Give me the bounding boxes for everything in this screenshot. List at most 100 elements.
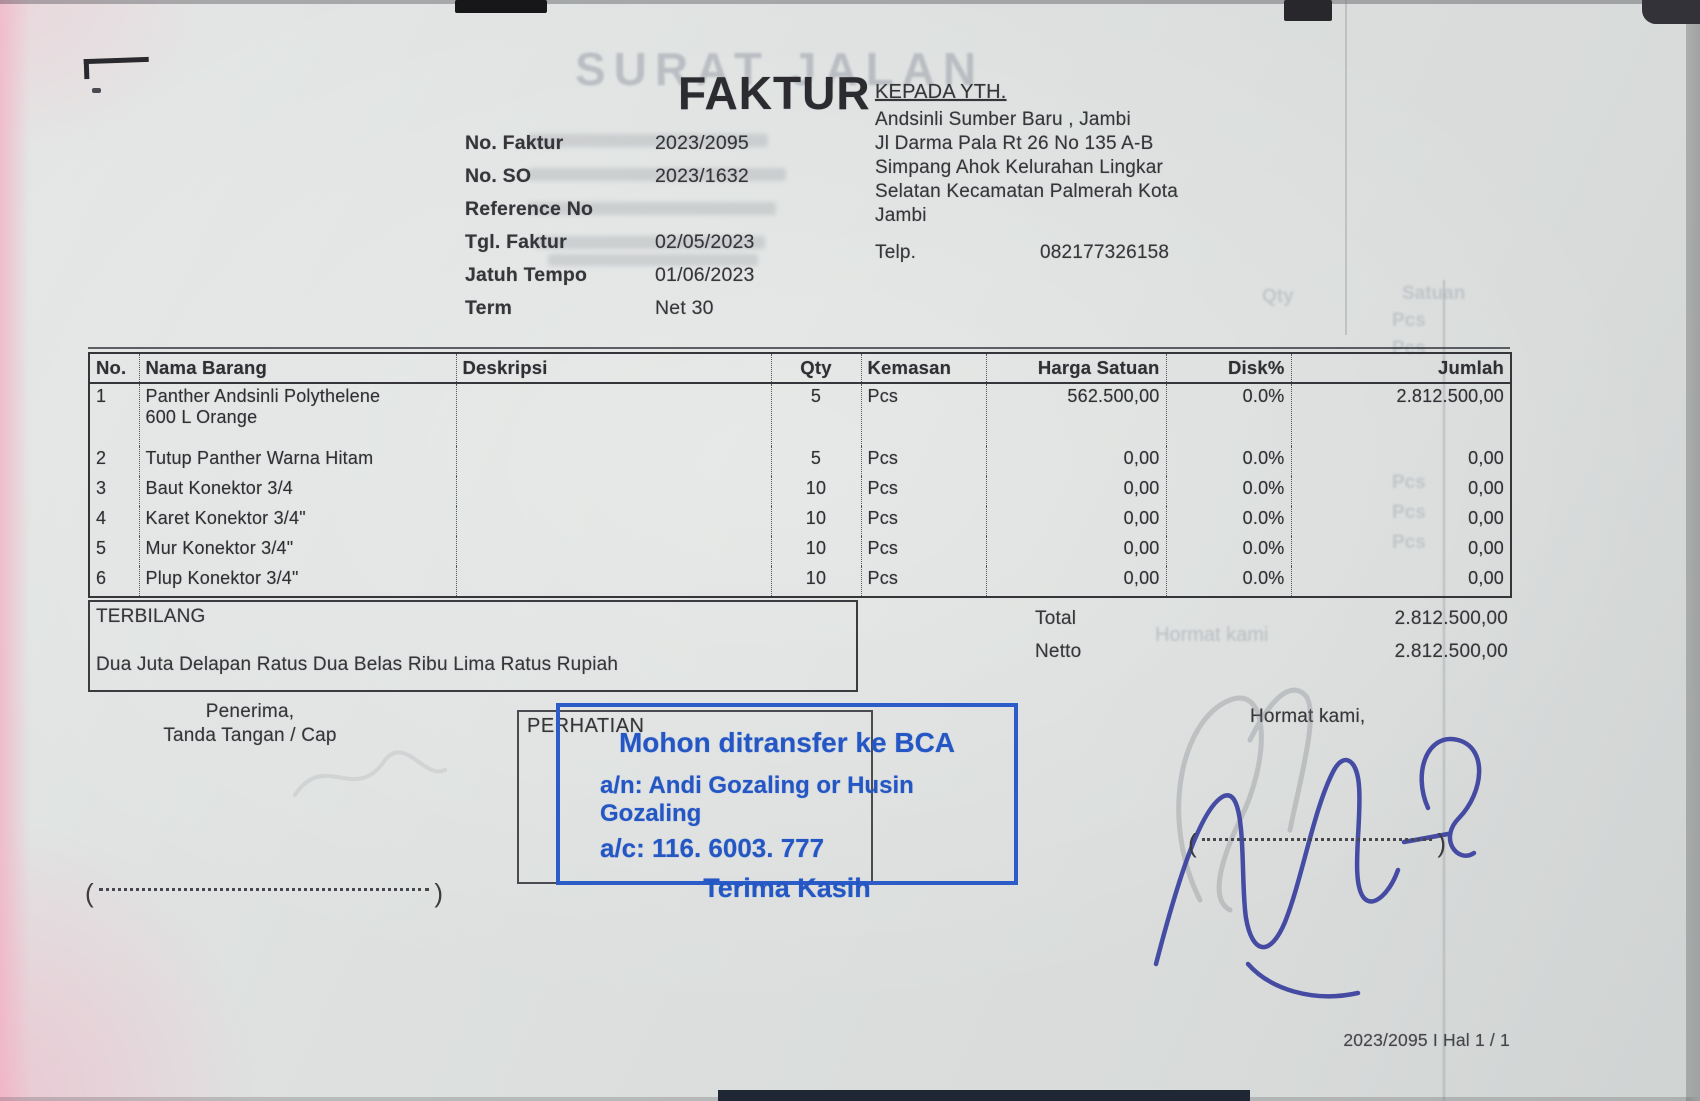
paren-close: ) (434, 877, 443, 908)
cell-kemasan: Pcs (860, 476, 986, 506)
recipient-heading: KEPADA YTH. (875, 81, 1007, 103)
sender-signature-line: () (1188, 828, 1446, 858)
phone-row: Telp. 082177326158 (875, 242, 1295, 264)
field-row: Tgl. Faktur 02/05/2023 (465, 231, 885, 264)
recipient-line: Simpang Ahok Kelurahan Lingkar (875, 157, 1164, 178)
cell-no: 2 (96, 448, 107, 468)
field-row: Term Net 30 (465, 297, 885, 330)
table-row: 2 Tutup Panther Warna Hitam 5 Pcs 0,00 0… (89, 446, 1511, 476)
stamp-line: Terima Kasih (703, 873, 871, 903)
table-row: 3 Baut Konektor 3/4 10 Pcs 0,00 0.0% 0,0… (89, 476, 1511, 506)
ghost-satuan-header: Satuan (1402, 283, 1466, 304)
stamp-line: Mohon ditransfer ke BCA (618, 727, 956, 758)
bank-transfer-stamp: Mohon ditransfer ke BCA a/n: Andi Gozali… (556, 703, 1018, 903)
cell-qty: 10 (770, 536, 861, 566)
ghost-qty-header: Qty (1262, 286, 1294, 307)
receiver-line: Penerima, (205, 701, 295, 722)
terbilang-label: TERBILANG (96, 606, 206, 627)
cell-no: 1 (96, 386, 107, 406)
receiver-line: Tanda Tangan / Cap (163, 725, 337, 746)
sender-signature-label: Hormat kami, (1250, 706, 1366, 727)
sender-signature (1153, 736, 1482, 999)
cell-disk: 0.0% (1165, 566, 1291, 597)
stamp-line: a/n: Andi Gozaling or Husin Gozaling (600, 772, 914, 827)
scan-top-edge (0, 0, 1700, 4)
receiver-signature-block: Penerima, Tanda Tangan / Cap (120, 700, 380, 748)
recipient-line: Selatan Kecamatan Palmerah Kota (875, 181, 1178, 202)
cell-harga: 0,00 (985, 566, 1166, 597)
cell-no: 4 (96, 508, 107, 528)
cell-kemasan: Pcs (860, 383, 986, 446)
table-row: 6 Plup Konektor 3/4" 10 Pcs 0,00 0.0% 0,… (89, 566, 1511, 597)
total-label: Total (1035, 608, 1077, 629)
cell-disk: 0.0% (1165, 476, 1291, 506)
receiver-signature-line: () (85, 878, 443, 908)
dotted-rule (98, 887, 430, 891)
terbilang-box: TERBILANG Dua Juta Delapan Ratus Dua Bel… (88, 600, 858, 692)
col-header-kemasan: Kemasan (860, 353, 986, 384)
cell-deskripsi (455, 383, 771, 446)
col-header-disk: Disk% (1165, 353, 1291, 384)
items-table: No. Nama Barang Deskripsi Qty Kemasan Ha… (88, 352, 1512, 598)
ghost-text-bar (528, 168, 786, 181)
scan-artifact-bar (1284, 0, 1332, 21)
recipient-line: Jambi (875, 205, 927, 226)
ghost-surat-jalan-title: SURAT JALAN (575, 43, 985, 95)
cell-harga: 0,00 (985, 506, 1166, 536)
cell-qty: 10 (770, 476, 861, 506)
paper-crease (1443, 280, 1445, 1101)
paren-open: ( (85, 877, 94, 908)
ghost-hormat-kami: Hormat kami (1155, 624, 1269, 646)
cell-deskripsi (455, 446, 771, 476)
cell-nama: Tutup Panther Warna Hitam (138, 446, 456, 476)
field-label: Term (465, 297, 513, 319)
field-row: No. Faktur 2023/2095 (465, 132, 885, 165)
recipient-block: KEPADA YTH. Andsinli Sumber Baru , Jambi… (875, 80, 1295, 228)
cell-disk: 0.0% (1165, 446, 1291, 476)
cell-jumlah: 0,00 (1290, 446, 1511, 476)
cell-disk: 0.0% (1165, 506, 1291, 536)
cell-deskripsi (455, 476, 771, 506)
table-header-row: No. Nama Barang Deskripsi Qty Kemasan Ha… (89, 353, 1511, 384)
cell-kemasan: Pcs (860, 446, 986, 476)
cell-nama: Panther Andsinli Polythelene 600 L Orang… (138, 383, 456, 446)
netto-value: 2.812.500,00 (1394, 641, 1508, 662)
ghost-text-bar (528, 134, 768, 147)
cell-jumlah: 0,00 (1290, 566, 1511, 597)
cell-nama: Mur Konektor 3/4" (138, 536, 456, 566)
table-top-double-line (88, 347, 1510, 349)
page-footer: 2023/2095 I Hal 1 / 1 (1343, 1030, 1510, 1050)
stamp-line: a/c: 116. 6003. 777 (600, 833, 825, 863)
cell-no: 3 (96, 478, 107, 498)
cell-harga: 0,00 (985, 536, 1166, 566)
pink-top-left-corner (0, 0, 220, 160)
page-title: FAKTUR (678, 67, 871, 119)
ghost-text-bar (528, 202, 776, 215)
total-value: 2.812.500,00 (1394, 608, 1508, 629)
paren-open: ( (1188, 827, 1197, 858)
field-value: 01/06/2023 (655, 264, 755, 286)
field-label: Tgl. Faktur (465, 231, 567, 253)
cell-qty: 5 (770, 446, 861, 476)
col-header-nama-barang: Nama Barang (138, 353, 456, 384)
field-value: 2023/2095 (655, 132, 749, 154)
recipient-line: Jl Darma Pala Rt 26 No 135 A-B (875, 133, 1154, 154)
terbilang-text: Dua Juta Delapan Ratus Dua Belas Ribu Li… (96, 654, 619, 675)
cell-qty: 5 (770, 383, 861, 446)
cell-jumlah: 2.812.500,00 (1290, 383, 1511, 446)
cell-disk: 0.0% (1165, 383, 1291, 446)
cell-kemasan: Pcs (860, 566, 986, 597)
field-value: 02/05/2023 (655, 231, 755, 253)
table-row: 4 Karet Konektor 3/4" 10 Pcs 0,00 0.0% 0… (89, 506, 1511, 536)
netto-label: Netto (1035, 641, 1082, 662)
cell-qty: 10 (770, 506, 861, 536)
cell-deskripsi (455, 536, 771, 566)
ghost-signature (1176, 687, 1313, 913)
col-header-qty: Qty (770, 353, 861, 384)
phone-value: 082177326158 (1040, 242, 1170, 263)
cell-nama: Baut Konektor 3/4 (138, 476, 456, 506)
cell-harga: 0,00 (985, 446, 1166, 476)
field-label: No. Faktur (465, 132, 564, 154)
scan-right-edge (1686, 0, 1700, 1101)
